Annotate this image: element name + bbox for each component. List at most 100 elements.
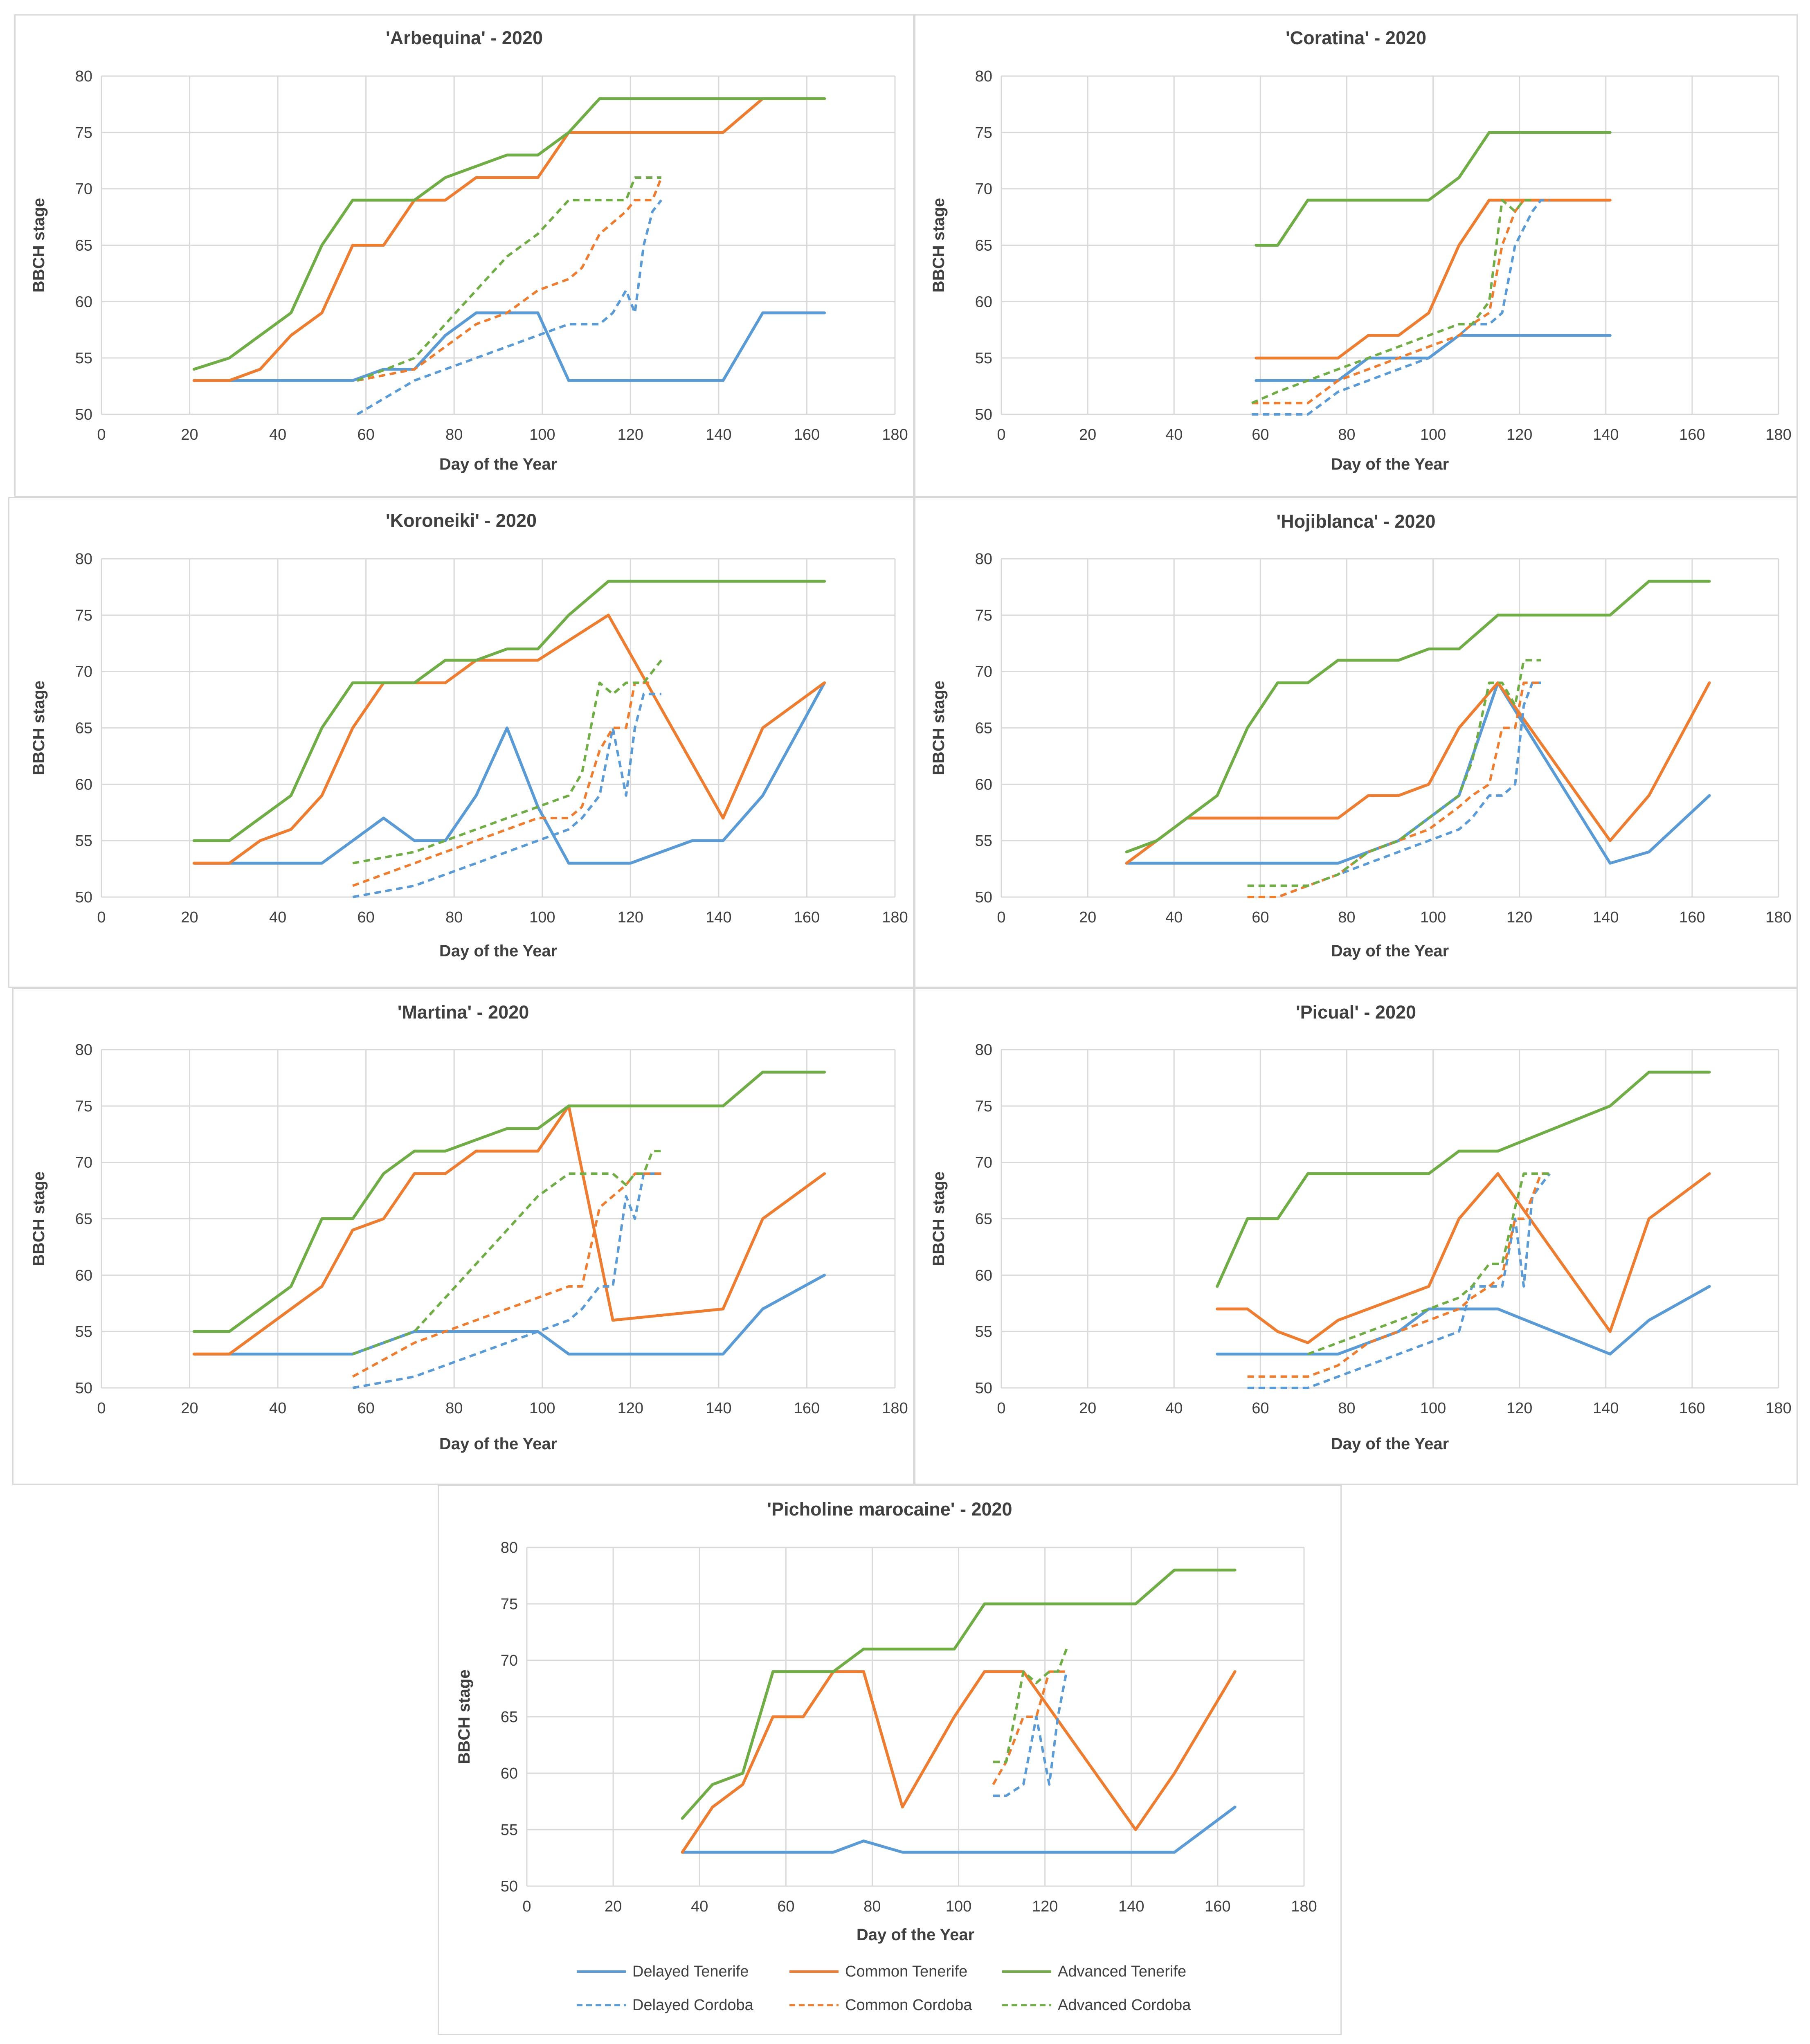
x-tick-label: 100 (529, 909, 555, 926)
x-tick-label: 160 (1205, 1898, 1230, 1915)
x-tick-label: 180 (1765, 909, 1791, 926)
series-line-delayed-cordoba (1247, 681, 1541, 898)
x-tick-label: 120 (1506, 1400, 1532, 1417)
y-tick-label: 55 (75, 832, 92, 850)
x-tick-label: 160 (1679, 426, 1705, 443)
y-axis-label: BBCH stage (30, 198, 48, 292)
legend-swatch-common-tenerife (789, 1970, 839, 1973)
x-tick-label: 100 (1420, 1400, 1446, 1417)
y-tick-label: 50 (501, 1878, 518, 1895)
x-axis-label: Day of the Year (857, 1926, 974, 1944)
x-tick-label: 120 (1506, 426, 1532, 443)
legend-item-advanced-tenerife: Advanced Tenerife (1002, 1959, 1186, 1984)
legend-swatch-delayed-tenerife (577, 1970, 626, 1973)
x-tick-label: 40 (269, 1400, 286, 1417)
y-tick-label: 50 (975, 1380, 992, 1397)
x-tick-label: 100 (529, 1400, 555, 1417)
x-tick-label: 80 (445, 426, 463, 443)
x-axis-label: Day of the Year (1331, 1435, 1449, 1453)
y-tick-label: 50 (975, 889, 992, 906)
y-tick-label: 70 (975, 1154, 992, 1172)
series-line-delayed-cordoba (1252, 199, 1550, 416)
chart-picholine-marocaine: 'Picholine marocaine' - 2020 0 20 40 60 80 100… (455, 1499, 1317, 1944)
series-line-delayed-tenerife (681, 1806, 1237, 1854)
y-tick-label: 60 (75, 1267, 92, 1284)
series-line-common-tenerife (1125, 681, 1711, 865)
series-line-common-cordoba (357, 177, 663, 382)
x-tick-label: 140 (706, 909, 731, 926)
x-tick-label: 120 (1506, 909, 1532, 926)
y-tick-label: 80 (75, 551, 92, 568)
x-axis-label: Day of the Year (1331, 455, 1449, 473)
x-tick-label: 140 (1593, 909, 1619, 926)
chart-title: 'Arbequina' - 2020 (386, 27, 543, 48)
x-axis-label: Day of the Year (439, 942, 557, 960)
y-tick-label: 80 (975, 1041, 992, 1059)
series-line-advanced-tenerife (192, 1070, 826, 1333)
y-tick-label: 55 (501, 1821, 518, 1839)
series-line-delayed-cordoba (1247, 1173, 1551, 1389)
x-axis-label: Day of the Year (439, 1435, 557, 1453)
y-tick-label: 70 (501, 1652, 518, 1669)
x-tick-label: 140 (1593, 1400, 1619, 1417)
series-line-advanced-cordoba (993, 1648, 1068, 1763)
series-line-advanced-tenerife (681, 1568, 1237, 1820)
x-tick-label: 40 (1165, 426, 1183, 443)
x-tick-label: 20 (1079, 426, 1096, 443)
x-tick-label: 60 (1252, 426, 1269, 443)
series-line-common-cordoba (992, 1670, 1067, 1785)
x-tick-label: 140 (1118, 1898, 1144, 1915)
x-tick-label: 60 (1252, 909, 1269, 926)
y-tick-label: 80 (75, 68, 92, 85)
x-tick-label: 100 (529, 426, 555, 443)
y-tick-label: 65 (75, 720, 92, 737)
y-tick-label: 65 (75, 237, 92, 254)
x-tick-label: 40 (1165, 1400, 1183, 1417)
chart-title: 'Koroneiki' - 2020 (386, 510, 537, 531)
chart-title: 'Martina' - 2020 (398, 1002, 529, 1023)
x-tick-label: 80 (445, 1400, 463, 1417)
legend-item-common-cordoba: Common Cordoba (789, 1993, 972, 2017)
legend-item-delayed-tenerife: Delayed Tenerife (577, 1959, 749, 1984)
series-line-common-tenerife (192, 614, 826, 865)
x-tick-label: 20 (1079, 1400, 1096, 1417)
legend-item-advanced-cordoba: Advanced Cordoba (1002, 1993, 1191, 2017)
series-line-delayed-cordoba (352, 1172, 661, 1389)
x-tick-label: 80 (1338, 426, 1355, 443)
x-tick-label: 180 (882, 1400, 908, 1417)
chart-hojiblanca: 'Hojiblanca' - 2020 0 20 40 60 80 100 120 140 160… (930, 511, 1792, 960)
x-tick-label: 100 (1420, 426, 1446, 443)
x-tick-label: 0 (97, 909, 106, 926)
series-line-delayed-tenerife (192, 681, 826, 865)
series-line-advanced-cordoba (1247, 659, 1541, 887)
y-tick-label: 55 (75, 1323, 92, 1340)
series-line-common-cordoba (1247, 1172, 1550, 1378)
y-tick-label: 80 (501, 1539, 518, 1556)
series-line-delayed-cordoba (352, 693, 661, 898)
x-axis-label: Day of the Year (1331, 942, 1449, 960)
x-tick-label: 40 (269, 909, 286, 926)
x-tick-label: 180 (1765, 1400, 1791, 1417)
chart-koroneiki: 'Koroneiki' - 2020 0 20 40 60 80 100 120 140 160 1… (30, 510, 908, 960)
y-tick-label: 65 (75, 1211, 92, 1228)
x-tick-label: 80 (863, 1898, 881, 1915)
chart-panel-picholine-marocaine: 'Picholine marocaine' - 2020 0 20 40 60 80 100… (438, 1485, 1342, 2035)
x-tick-label: 0 (997, 909, 1005, 926)
y-tick-label: 60 (501, 1765, 518, 1782)
y-tick-label: 60 (975, 293, 992, 310)
x-tick-label: 20 (181, 909, 198, 926)
chart-picual: 'Picual' - 2020 0 20 40 60 80 100 120 140 160 180 5… (930, 1002, 1792, 1453)
chart-coratina: 'Coratina' - 2020 0 20 40 60 80 100 120 140 160 18… (930, 27, 1792, 473)
legend-swatch-advanced-tenerife (1002, 1970, 1051, 1973)
series-line-common-cordoba (1252, 199, 1541, 405)
x-tick-label: 100 (946, 1898, 971, 1915)
x-tick-label: 20 (181, 426, 198, 443)
chart-panel-coratina: 'Coratina' - 2020 0 20 40 60 80 100 120 140 160 18… (914, 14, 1798, 497)
legend-item-delayed-cordoba: Delayed Cordoba (577, 1993, 753, 2017)
x-tick-label: 0 (522, 1898, 531, 1915)
y-tick-label: 65 (975, 720, 992, 737)
chart-panel-koroneiki: 'Koroneiki' - 2020 0 20 40 60 80 100 120 140 160 1… (8, 497, 914, 988)
y-tick-label: 55 (75, 350, 92, 367)
chart-title: 'Hojiblanca' - 2020 (1276, 511, 1435, 532)
chart-panel-martina: 'Martina' - 2020 0 20 40 60 80 100 120 140 160 180… (12, 988, 914, 1485)
